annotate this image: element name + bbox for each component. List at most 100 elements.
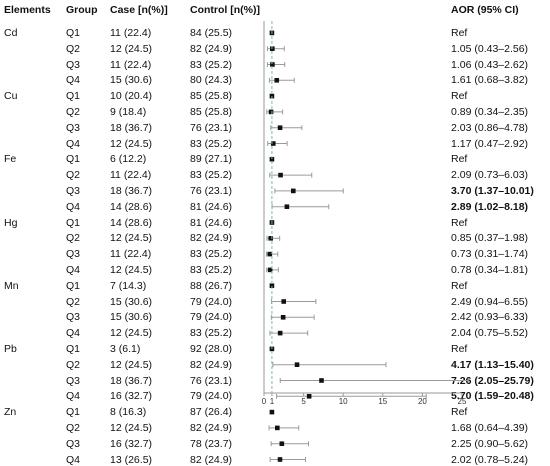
point-estimate-marker (279, 441, 285, 446)
aor-value: 0.78 (0.34–1.81) (451, 263, 529, 276)
group-label: Q1 (66, 90, 81, 103)
control-value: 76 (23.1) (190, 121, 233, 134)
group-label: Q1 (66, 406, 81, 419)
x-tick-label: 25 (458, 397, 467, 406)
aor-value: 2.09 (0.73–6.03) (451, 169, 529, 182)
x-tick-label: 10 (339, 397, 348, 406)
aor-value: 0.89 (0.34–2.35) (451, 105, 529, 118)
group-label: Q4 (66, 390, 81, 403)
point-estimate-marker (270, 141, 276, 146)
case-value: 12 (24.5) (110, 42, 153, 55)
case-value: 11 (22.4) (110, 58, 152, 71)
point-estimate-marker (319, 378, 324, 383)
control-value: 82 (24.9) (190, 453, 233, 466)
x-tick-label: 0 (262, 397, 267, 406)
group-label: Q3 (66, 121, 81, 134)
case-value: 14 (28.6) (110, 200, 153, 213)
group-label: Q2 (66, 105, 81, 118)
point-estimate-marker (294, 362, 300, 367)
aor-value: 2.03 (0.86–4.78) (451, 121, 529, 134)
control-value: 82 (24.9) (190, 42, 233, 55)
control-value: 76 (23.1) (190, 184, 233, 197)
case-value: 18 (36.7) (110, 121, 153, 134)
group-label: Q4 (66, 200, 81, 213)
control-value: 79 (24.0) (190, 311, 233, 324)
aor-value: 1.05 (0.43–2.56) (451, 42, 529, 55)
point-estimate-marker (277, 457, 283, 462)
aor-value: 1.17 (0.47–2.92) (451, 137, 529, 150)
aor-value: Ref (451, 406, 468, 419)
point-estimate-marker (280, 315, 286, 320)
control-value: 85 (25.8) (190, 105, 233, 118)
case-value: 18 (36.7) (110, 184, 153, 197)
control-value: 83 (25.2) (190, 248, 233, 261)
aor-value: 4.17 (1.13–15.40) (451, 358, 534, 371)
point-estimate-marker (269, 283, 275, 288)
control-value: 83 (25.2) (190, 169, 233, 182)
case-value: 18 (36.7) (110, 374, 153, 387)
point-estimate-marker (281, 299, 287, 304)
point-estimate-marker (278, 172, 283, 178)
aor-value: 1.61 (0.68–3.82) (451, 74, 529, 87)
element-label: Hg (4, 216, 18, 229)
group-label: Q4 (66, 137, 81, 150)
case-value: 11 (22.4) (110, 169, 152, 182)
point-estimate-marker (268, 236, 274, 241)
forest-plot-svg: 0 1 5 10 15 20 25 (262, 21, 469, 462)
aor-value: Ref (451, 26, 468, 39)
element-label: Cu (4, 90, 18, 103)
group-label: Q1 (66, 26, 81, 39)
aor-value: Ref (451, 153, 468, 166)
aor-value: Ref (451, 90, 468, 103)
aor-value: 2.04 (0.75–5.52) (451, 327, 529, 340)
case-value: 7 (14.3) (110, 279, 147, 292)
point-estimate-marker (270, 62, 275, 67)
group-label: Q2 (66, 42, 81, 55)
case-value: 16 (32.7) (110, 437, 153, 450)
control-value: 82 (24.9) (190, 358, 233, 371)
case-value: 11 (22.4) (110, 248, 152, 261)
group-label: Q1 (66, 342, 81, 355)
group-label: Q4 (66, 327, 81, 340)
point-estimate-marker (274, 78, 280, 83)
control-value: 82 (24.9) (190, 421, 233, 434)
case-value: 15 (30.6) (110, 311, 153, 324)
control-value: 83 (25.2) (190, 327, 233, 340)
element-label: Fe (4, 153, 17, 166)
control-value: 80 (24.3) (190, 74, 233, 87)
case-value: 15 (30.6) (110, 74, 153, 87)
case-value: 15 (30.6) (110, 295, 153, 308)
control-value: 89 (27.1) (190, 153, 233, 166)
case-value: 12 (24.5) (110, 358, 153, 371)
point-estimate-marker (275, 425, 280, 431)
aor-value: 2.25 (0.90–5.62) (451, 437, 529, 450)
control-value: 76 (23.1) (190, 374, 233, 387)
aor-value: 1.06 (0.43–2.62) (451, 58, 529, 71)
forest-plot-figure: Elements Group Case [n(%)] Control [n(%)… (4, 4, 534, 466)
point-estimate-marker (269, 409, 275, 415)
x-tick-label: 20 (418, 397, 427, 406)
header-group: Group (66, 4, 98, 16)
case-value: 11 (22.4) (110, 26, 152, 39)
group-label: Q2 (66, 295, 81, 308)
case-value: 12 (24.5) (110, 263, 153, 276)
x-tick-label: 15 (378, 397, 387, 406)
control-value: 81 (24.6) (190, 200, 233, 213)
group-label: Q2 (66, 421, 81, 434)
case-value: 13 (26.5) (110, 453, 153, 466)
control-value: 88 (26.7) (190, 279, 233, 292)
element-label: Cd (4, 26, 18, 39)
case-value: 6 (12.2) (110, 153, 147, 166)
control-value: 79 (24.0) (190, 390, 233, 403)
control-value: 78 (23.7) (190, 437, 233, 450)
aor-value: 2.02 (0.78–5.24) (451, 453, 529, 466)
case-value: 12 (24.5) (110, 232, 153, 245)
element-label: Pb (4, 342, 17, 355)
group-label: Q3 (66, 184, 81, 197)
aor-value: Ref (451, 279, 468, 292)
case-value: 12 (24.5) (110, 327, 153, 340)
case-value: 8 (16.3) (110, 406, 147, 419)
aor-value: 1.68 (0.64–4.39) (451, 421, 529, 434)
case-value: 10 (20.4) (110, 90, 153, 103)
control-value: 83 (25.2) (190, 58, 233, 71)
